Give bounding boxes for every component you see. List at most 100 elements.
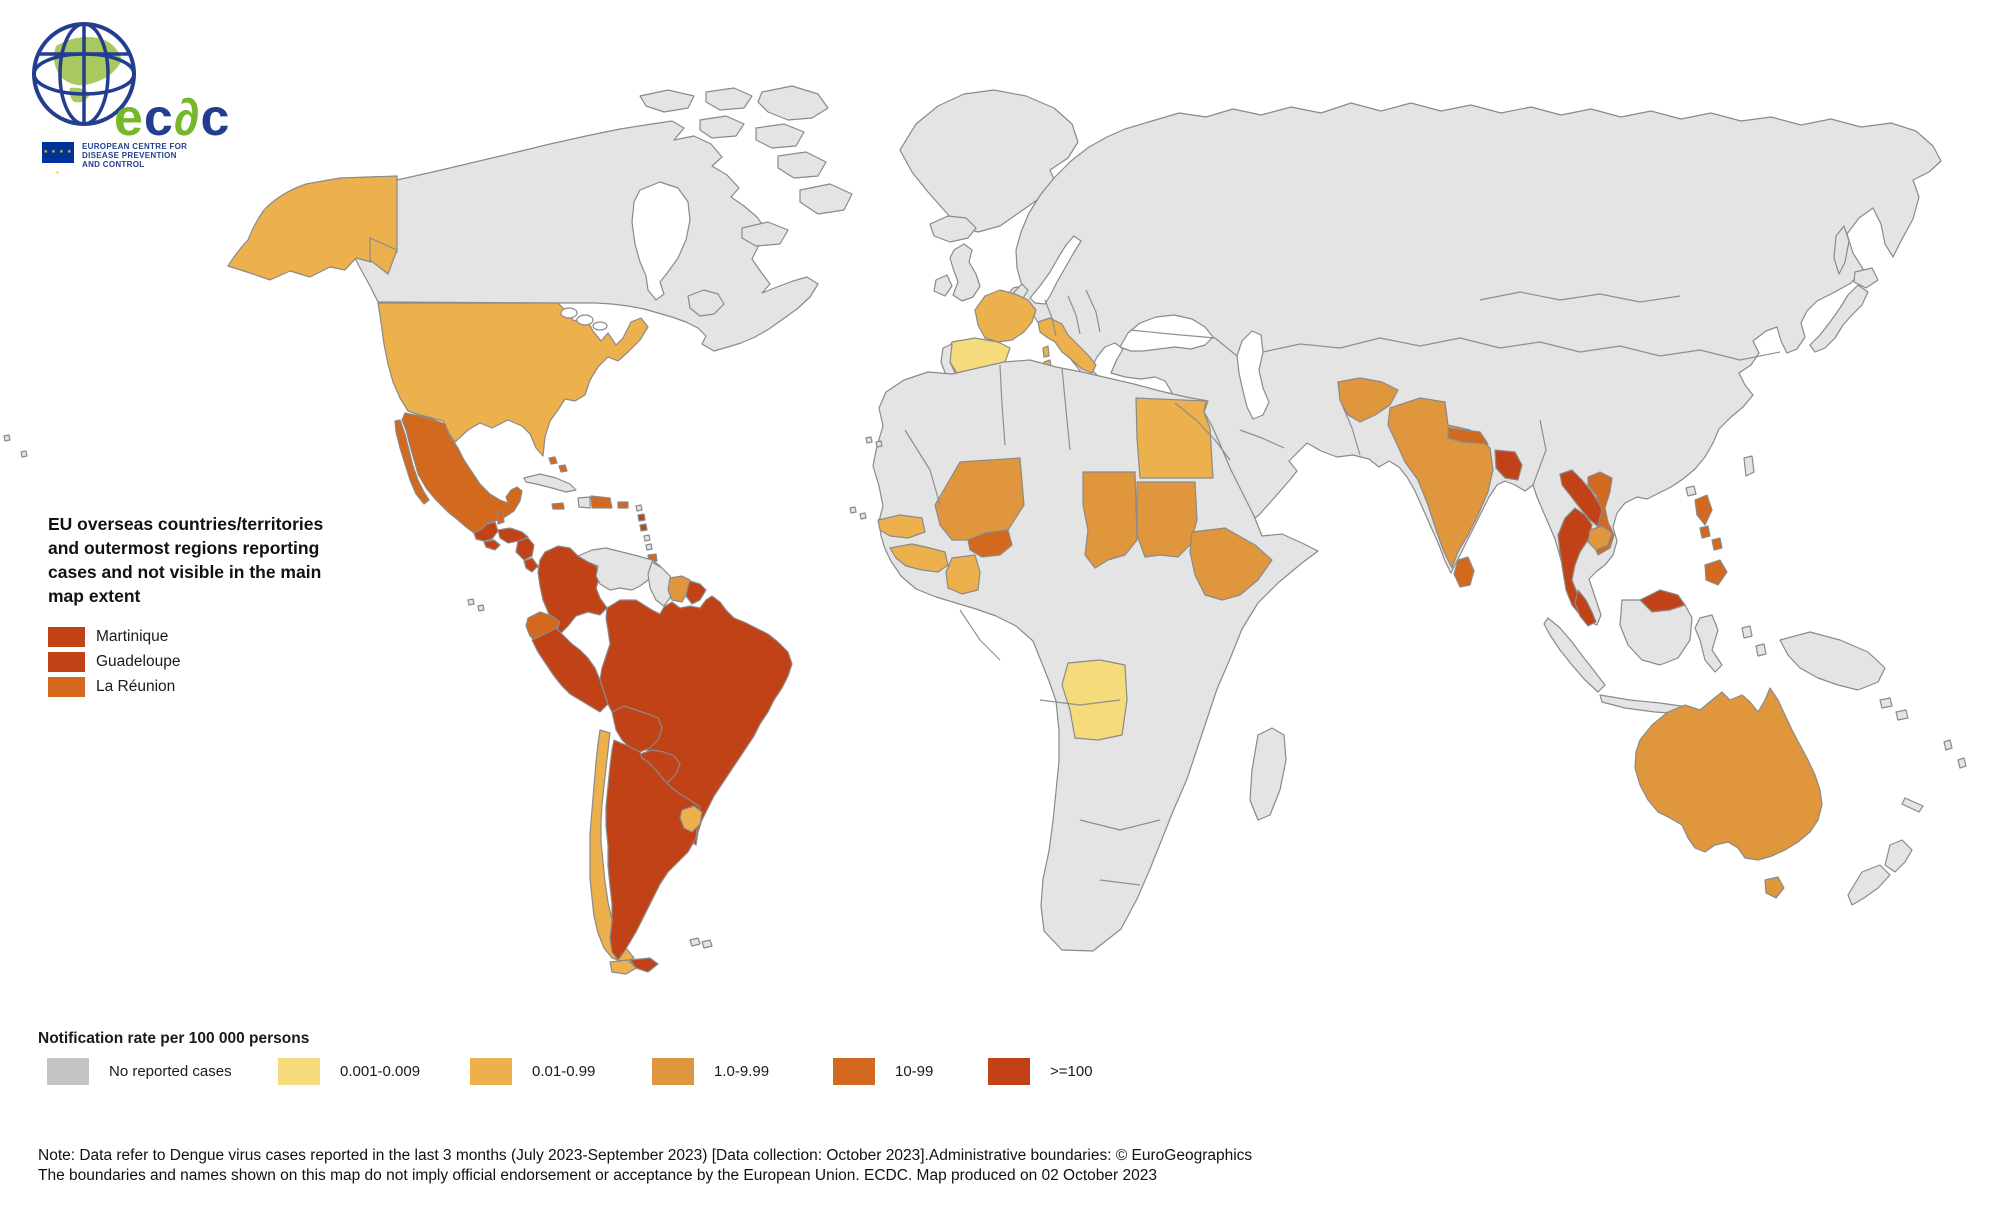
guadeloupe-label: Guadeloupe — [96, 653, 181, 670]
country-ethiopia — [1189, 527, 1273, 601]
continent-north-america — [227, 85, 1079, 581]
country-france — [974, 289, 1037, 343]
territory-guadeloupe — [637, 513, 646, 522]
country-chile — [589, 729, 635, 963]
baja-california — [394, 419, 430, 505]
country-philippines — [1694, 494, 1728, 586]
overseas-item-martinique: Martinique — [48, 626, 368, 648]
island-hainan — [1685, 485, 1697, 497]
country-italy — [1037, 317, 1097, 374]
arctic-islands — [639, 85, 853, 247]
note-line-1: Note: Data refer to Dengue virus cases r… — [38, 1147, 1253, 1164]
internal-borders — [904, 289, 1781, 886]
cape-verde — [849, 506, 867, 520]
country-united-states — [377, 302, 649, 457]
great-lakes — [592, 321, 608, 331]
island-borneo — [1619, 599, 1693, 666]
continent-oceania — [1634, 687, 1967, 906]
island-tasmania — [1764, 876, 1785, 899]
legend-label-001-099: 0.01-0.99 — [532, 1063, 596, 1080]
country-dominican-republic — [590, 495, 613, 509]
legend-swatch-0001-0009 — [278, 1058, 320, 1085]
legend-item-001-099: 0.01-0.99 — [470, 1058, 595, 1085]
ecdc-wordmark: ec∂c — [114, 89, 231, 147]
lesser-antilles — [635, 504, 653, 551]
island-sumatra — [1543, 617, 1606, 693]
overseas-territories-box: EU overseas countries/territories and ou… — [48, 512, 368, 701]
guadeloupe-swatch — [48, 652, 85, 672]
great-lakes — [560, 307, 578, 319]
country-afghanistan — [1337, 377, 1399, 423]
legend-label-10-99: 10-99 — [895, 1063, 934, 1080]
legend-item-10-99: 10-99 — [833, 1058, 933, 1085]
country-sri-lanka — [1453, 556, 1475, 588]
logo-org-line: EUROPEAN CENTRE FOR — [82, 142, 188, 151]
maluku-islands — [1741, 625, 1767, 657]
map-note: Note: Data refer to Dengue virus cases r… — [38, 1146, 1252, 1186]
country-bolivia — [611, 705, 663, 753]
country-united-kingdom — [949, 243, 981, 302]
island-new-guinea — [1779, 631, 1886, 691]
island-corsica — [1042, 345, 1050, 358]
galapagos — [467, 598, 485, 612]
logo-org-line: DISEASE PREVENTION — [82, 151, 177, 160]
martinique-label: Martinique — [96, 628, 169, 645]
country-greenland — [899, 89, 1079, 233]
country-iceland — [929, 215, 977, 243]
continent-south-america — [3, 434, 793, 975]
legend-label-0001-0009: 0.001-0.009 — [340, 1063, 421, 1080]
island-madagascar — [1249, 727, 1287, 821]
territory-french-guiana — [685, 580, 707, 605]
overseas-item-guadeloupe: Guadeloupe — [48, 651, 368, 673]
country-chad — [1082, 471, 1138, 569]
tierra-del-fuego-argentina — [629, 957, 659, 973]
caspian-sea — [1236, 330, 1270, 420]
overseas-title: EU overseas countries/territories and ou… — [48, 514, 324, 606]
country-united-states-alaska — [227, 175, 398, 281]
country-malaysia-peninsular — [1574, 589, 1597, 627]
island-taiwan — [1743, 455, 1755, 477]
country-australia — [1634, 687, 1823, 861]
country-mexico — [401, 412, 523, 534]
country-uruguay — [679, 805, 703, 833]
legend-swatch-001-099 — [470, 1058, 512, 1085]
overseas-item-la-reunion: La Réunion — [48, 676, 368, 698]
melanesia-islands — [1879, 697, 1967, 813]
country-haiti — [577, 496, 591, 509]
country-ireland — [933, 274, 953, 297]
country-nepal — [1447, 427, 1489, 445]
country-bahamas — [548, 456, 568, 473]
country-new-zealand — [1847, 839, 1913, 906]
ecdc-globe-icon — [32, 22, 136, 126]
legend-item-10-999: 1.0-9.99 — [652, 1058, 769, 1085]
country-angola — [1061, 659, 1128, 741]
falkland-islands — [689, 937, 713, 949]
country-guinea — [889, 543, 949, 573]
country-jamaica — [551, 502, 565, 510]
country-guyana — [647, 561, 675, 607]
island-sakhalin — [1833, 225, 1850, 275]
legend-title: Notification rate per 100 000 persons — [38, 1030, 310, 1047]
country-puerto-rico — [617, 501, 629, 509]
la-reunion-swatch — [48, 677, 85, 697]
country-egypt — [1135, 397, 1214, 479]
pacific-islets — [3, 434, 28, 458]
legend-swatch-10-99 — [833, 1058, 875, 1085]
legend-swatch-10-999 — [652, 1058, 694, 1085]
legend-label-10-999: 1.0-9.99 — [714, 1063, 770, 1080]
legend-swatch-no-cases — [47, 1058, 89, 1085]
legend-label-no-cases: No reported cases — [109, 1063, 232, 1080]
country-cuba — [523, 473, 577, 493]
note-line-2: The boundaries and names shown on this m… — [38, 1167, 1157, 1184]
continent-africa — [849, 359, 1319, 952]
country-belize — [496, 510, 505, 525]
eu-flag-icon: ★ ★ ★ ★ ★ — [42, 142, 74, 176]
country-burkina-faso — [967, 529, 1013, 558]
alaska-panhandle — [369, 237, 398, 275]
hudson-bay — [631, 181, 691, 301]
territory-martinique — [639, 523, 648, 532]
country-bangladesh — [1494, 449, 1523, 481]
legend-swatch-gte-100 — [988, 1058, 1030, 1085]
canary-islands — [865, 436, 883, 448]
